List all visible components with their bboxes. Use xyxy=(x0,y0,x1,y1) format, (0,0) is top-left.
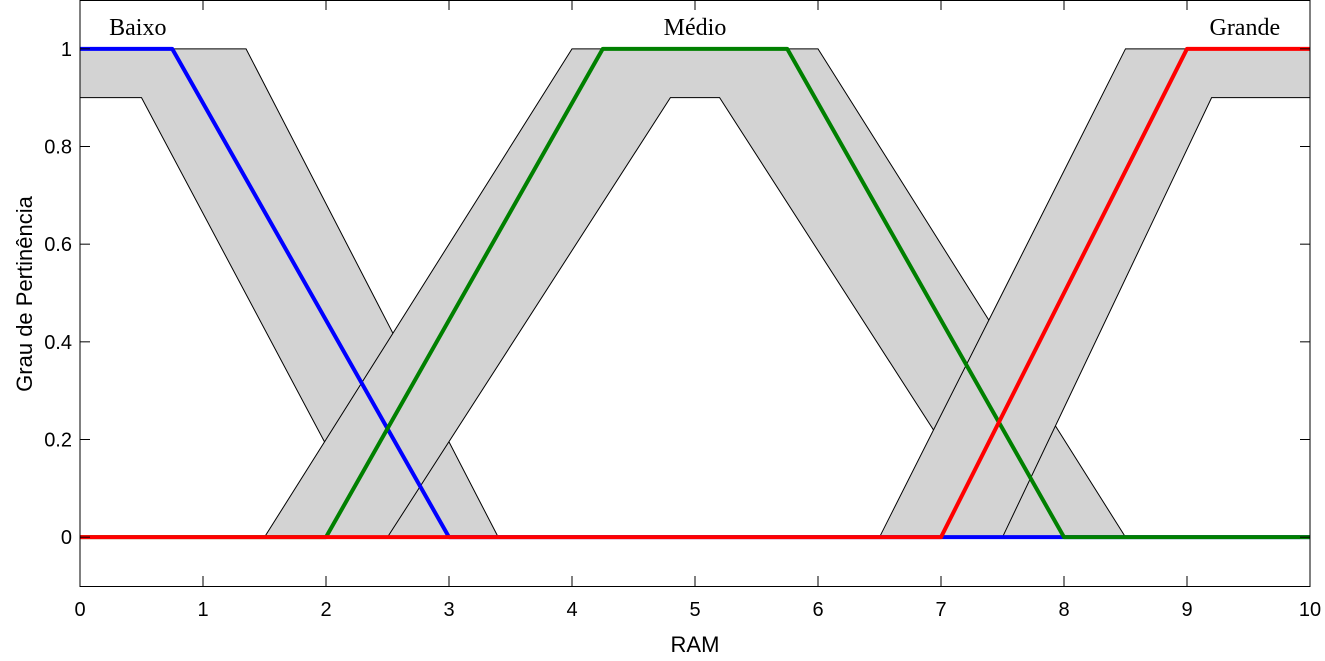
x-tick-label: 7 xyxy=(935,599,946,621)
x-axis-label: RAM xyxy=(671,632,720,657)
x-tick-label: 5 xyxy=(689,599,700,621)
y-axis-label: Grau de Pertinência xyxy=(12,195,37,391)
plot-area: 0 1 2 3 4 5 6 7 8 9 10 0 0.2 0.4 0.6 0.8 1 Baixo Médio Gr… xyxy=(44,0,1321,621)
x-tick-label: 4 xyxy=(566,599,577,621)
membership-lines xyxy=(80,46,1310,540)
y-tick-label: 0 xyxy=(61,527,72,549)
y-tick-label: 0.4 xyxy=(44,332,72,354)
set-labels: Baixo Médio Grande xyxy=(109,15,1280,41)
x-tick-label: 1 xyxy=(197,599,208,621)
series-line-3 xyxy=(80,46,1310,540)
set-label: Médio xyxy=(664,15,727,41)
set-label: Baixo xyxy=(109,15,166,41)
x-tick-label: 3 xyxy=(443,599,454,621)
uncertainty-bands xyxy=(79,48,1311,538)
x-tick-label: 10 xyxy=(1299,599,1321,621)
x-axis-ticks: 0 1 2 3 4 5 6 7 8 9 10 xyxy=(74,0,1321,621)
y-tick-label: 0.2 xyxy=(44,430,72,452)
x-tick-label: 8 xyxy=(1058,599,1069,621)
x-tick-label: 9 xyxy=(1181,599,1192,621)
y-tick-label: 1 xyxy=(61,39,72,61)
y-axis-ticks: 0 0.2 0.4 0.6 0.8 1 xyxy=(44,39,1310,549)
x-tick-label: 2 xyxy=(320,599,331,621)
y-tick-label: 0.8 xyxy=(44,137,72,159)
set-label: Grande xyxy=(1209,15,1280,41)
y-tick-label: 0.6 xyxy=(44,234,72,256)
x-tick-label: 0 xyxy=(74,599,85,621)
x-tick-label: 6 xyxy=(812,599,823,621)
